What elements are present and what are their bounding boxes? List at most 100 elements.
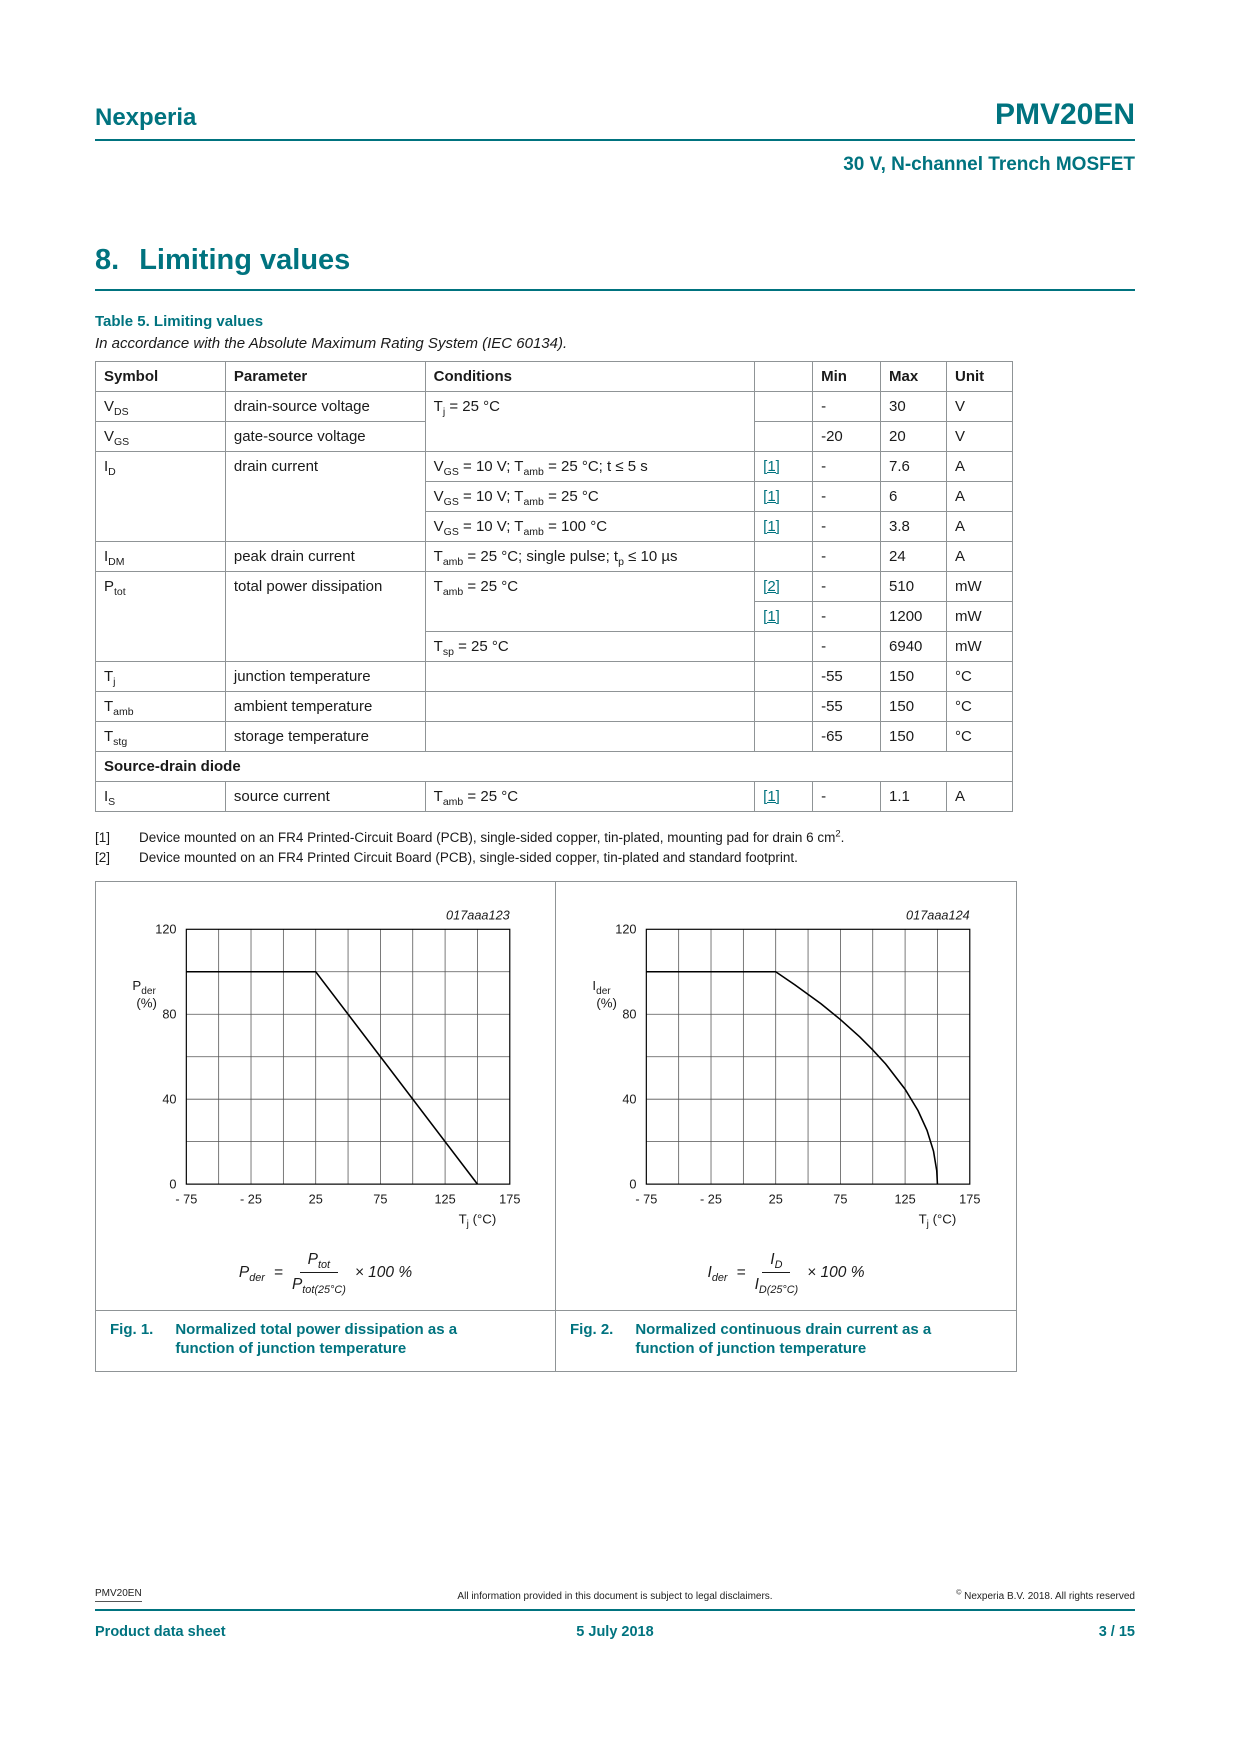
figure-1-caption: Fig. 1. Normalized total power dissipati…	[96, 1310, 556, 1371]
max-cell: 30	[880, 391, 947, 422]
doc-header: Nexperia PMV20EN 30 V, N-channel Trench …	[95, 0, 1135, 176]
unit-cell: V	[945, 391, 1014, 422]
max-cell: 6940	[880, 631, 947, 662]
table-note: In accordance with the Absolute Maximum …	[95, 335, 568, 352]
svg-text:120: 120	[615, 922, 636, 937]
svg-text:(%): (%)	[596, 996, 617, 1011]
ref-cell	[754, 631, 814, 662]
conditions-cell: Tsp = 25 °C	[424, 631, 756, 662]
max-cell: 1200	[880, 601, 947, 632]
symbol-cell: IS	[95, 781, 226, 812]
conditions-cell: VGS = 10 V; Tamb = 100 °C	[424, 511, 756, 542]
limiting-values-table: Symbol Parameter Conditions Min Max Unit…	[95, 361, 1014, 812]
footnotes: [1] Device mounted on an FR4 Printed-Cir…	[95, 828, 1135, 865]
symbol-cell: VDS	[95, 391, 226, 422]
symbol-cell: Ptot	[95, 571, 226, 662]
table-subsection-label: Source-drain diode	[95, 751, 1013, 782]
svg-text:40: 40	[162, 1092, 176, 1107]
max-cell: 150	[880, 661, 947, 692]
col-header-conditions: Conditions	[424, 361, 756, 392]
header-rule	[95, 139, 1135, 141]
footnote-link-2[interactable]: [2]	[763, 578, 780, 595]
footnote-1: [1] Device mounted on an FR4 Printed-Cir…	[95, 828, 1135, 845]
min-cell: -55	[812, 691, 882, 722]
figure-2-area: - 75- 25 25 75 125 175 0 40 80 120 017aaa124 Ider(…	[556, 882, 1016, 1310]
symbol-cell: ID	[95, 451, 226, 542]
svg-text:Pder: Pder	[132, 978, 156, 997]
max-cell: 150	[880, 721, 947, 752]
section-title: Limiting values	[139, 244, 351, 276]
svg-text:40: 40	[622, 1092, 636, 1107]
parameter-cell: drain current	[224, 451, 426, 542]
table-row-vds: VDS drain-source voltage Tj = 25 °C - 30…	[95, 391, 1014, 452]
ref-cell	[754, 541, 814, 572]
svg-text:175: 175	[959, 1192, 980, 1207]
formula-equals: =	[736, 1263, 746, 1281]
max-cell: 150	[880, 691, 947, 722]
svg-text:75: 75	[833, 1192, 847, 1207]
svg-text:25: 25	[769, 1192, 783, 1207]
footnote-link-1[interactable]: [1]	[763, 458, 780, 475]
footer-disclaimer: All information provided in this documen…	[457, 1591, 773, 1602]
figure-label: Fig. 2.	[570, 1321, 614, 1339]
max-cell: 7.6	[880, 451, 947, 482]
footnote-2: [2] Device mounted on an FR4 Printed Cir…	[95, 850, 1135, 865]
conditions-cell	[424, 721, 756, 752]
figure-1-area: - 75- 25 25 75 125 175 0 40 80 120 017aaa123 Pder(…	[96, 882, 556, 1311]
footnote-link-1[interactable]: [1]	[763, 788, 780, 805]
formula-suffix: × 100 %	[354, 1263, 413, 1281]
formula-fraction: Ptot Ptot(25°C)	[291, 1251, 346, 1297]
svg-text:175: 175	[499, 1192, 520, 1207]
ref-cell: [1]	[754, 511, 814, 542]
unit-cell: V	[945, 421, 1014, 452]
footnote-text: Device mounted on an FR4 Printed-Circuit…	[139, 828, 845, 845]
figure-label: Fig. 1.	[110, 1321, 154, 1339]
table-row-vgs: VGS gate-source voltage -20 20 V	[95, 421, 1014, 452]
footnote-marker: [1]	[95, 830, 111, 845]
formula-denominator: Ptot(25°C)	[291, 1276, 346, 1297]
footnote-link-1[interactable]: [1]	[763, 488, 780, 505]
unit-cell: A	[945, 511, 1014, 542]
symbol-cell: Tamb	[95, 691, 226, 722]
min-cell: -	[812, 541, 882, 572]
min-cell: -65	[812, 721, 882, 752]
min-cell: -	[812, 451, 882, 482]
svg-text:125: 125	[434, 1192, 455, 1207]
section-number: 8.	[95, 244, 120, 276]
symbol-cell: Tj	[95, 661, 226, 692]
conditions-cell: VGS = 10 V; Tamb = 25 °C; t ≤ 5 s	[424, 451, 756, 482]
conditions-cell	[424, 691, 756, 722]
footnote-marker: [2]	[95, 850, 111, 865]
table-row-tstg: Tstg storage temperature -65 150 °C	[95, 721, 1014, 752]
footnote-link-1[interactable]: [1]	[763, 608, 780, 625]
formula-suffix: × 100 %	[807, 1263, 865, 1281]
parameter-cell: gate-source voltage	[224, 421, 426, 452]
svg-text:0: 0	[169, 1177, 176, 1192]
svg-text:- 25: - 25	[240, 1192, 262, 1207]
parameter-cell: total power dissipation	[224, 571, 426, 662]
footer-page-number: 3 / 15	[1098, 1624, 1135, 1640]
ref-cell	[754, 691, 814, 722]
ref-cell: [1]	[754, 781, 814, 812]
unit-cell: A	[945, 541, 1014, 572]
svg-text:80: 80	[162, 1007, 176, 1022]
symbol-cell: IDM	[95, 541, 226, 572]
svg-text:Ider: Ider	[592, 978, 611, 997]
footer-small-print: PMV20EN All information provided in this…	[95, 1588, 1135, 1602]
footnote-link-1[interactable]: [1]	[763, 518, 780, 535]
table-row-id-1: ID drain current VGS = 10 V; Tamb = 25 °…	[95, 451, 1014, 542]
section-rule	[95, 289, 1135, 291]
col-header-symbol: Symbol	[95, 361, 226, 392]
max-cell: 6	[880, 481, 947, 512]
unit-cell: °C	[945, 661, 1014, 692]
formula-lhs: Pder	[238, 1263, 265, 1284]
formula-lhs: Ider	[707, 1263, 728, 1284]
svg-text:- 75: - 75	[175, 1192, 197, 1207]
max-cell: 510	[880, 571, 947, 602]
doc-subtitle: 30 V, N-channel Trench MOSFET	[843, 154, 1135, 175]
min-cell: -55	[812, 661, 882, 692]
ref-cell	[754, 421, 814, 452]
unit-cell: A	[945, 781, 1014, 812]
svg-text:Tj (°C): Tj (°C)	[919, 1211, 957, 1230]
figure-2-caption: Fig. 2. Normalized continuous drain curr…	[556, 1310, 1016, 1371]
